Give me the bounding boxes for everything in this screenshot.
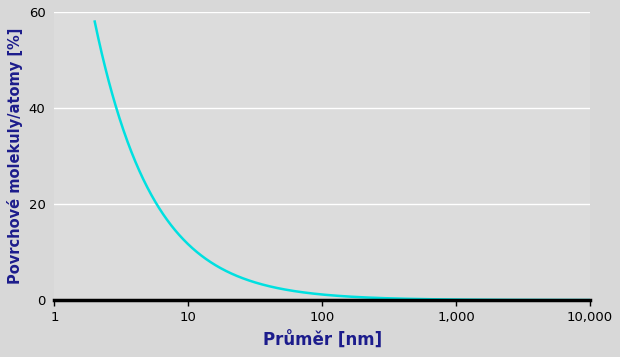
Y-axis label: Povrchové molekuly/atomy [%]: Povrchové molekuly/atomy [%] bbox=[7, 28, 23, 284]
X-axis label: Průměr [nm]: Průměr [nm] bbox=[263, 332, 382, 350]
